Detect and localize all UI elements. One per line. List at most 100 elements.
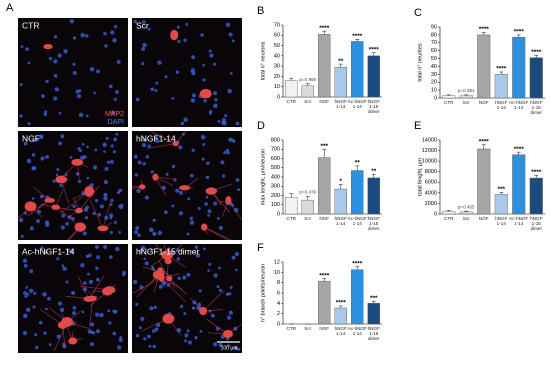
bar bbox=[494, 74, 508, 99]
nucleus bbox=[184, 333, 189, 338]
nucleus bbox=[60, 225, 65, 230]
nucleus bbox=[202, 247, 206, 251]
panel-label: B bbox=[257, 5, 264, 17]
significance: **** bbox=[336, 300, 347, 307]
neurite bbox=[155, 176, 167, 197]
nucleus bbox=[85, 114, 89, 118]
soma bbox=[138, 184, 146, 190]
nucleus bbox=[155, 138, 159, 143]
nucleus bbox=[190, 98, 196, 103]
nucleus bbox=[205, 175, 210, 180]
neurite bbox=[155, 176, 177, 180]
nucleus bbox=[195, 253, 201, 258]
nucleus bbox=[103, 31, 107, 36]
nucleus bbox=[86, 145, 89, 149]
nucleus bbox=[25, 47, 29, 52]
soma bbox=[102, 287, 113, 296]
soma bbox=[24, 201, 37, 212]
nucleus bbox=[44, 110, 48, 114]
nucleus bbox=[26, 292, 30, 296]
nucleus bbox=[61, 264, 65, 268]
nucleus bbox=[55, 173, 59, 177]
soma bbox=[43, 43, 53, 50]
nucleus bbox=[147, 144, 151, 148]
x-tick-label: hNGF 1-14 bbox=[334, 99, 347, 109]
nucleus bbox=[106, 160, 110, 164]
nucleus bbox=[142, 161, 146, 166]
nucleus bbox=[56, 167, 60, 171]
bar bbox=[351, 170, 364, 215]
bar bbox=[477, 34, 491, 99]
neurite bbox=[147, 143, 176, 149]
nucleus bbox=[35, 219, 40, 224]
soma bbox=[170, 29, 179, 41]
nucleus bbox=[80, 263, 85, 268]
nucleus bbox=[26, 158, 32, 164]
bar bbox=[512, 37, 526, 99]
nucleus bbox=[33, 291, 37, 296]
nucleus bbox=[42, 292, 47, 297]
stain-label: DAPI bbox=[108, 119, 124, 126]
nucleus bbox=[27, 122, 31, 126]
nucleus bbox=[171, 204, 175, 208]
nucleus bbox=[57, 53, 62, 58]
nucleus bbox=[205, 195, 209, 199]
nucleus bbox=[43, 249, 48, 255]
nucleus bbox=[183, 117, 188, 122]
nucleus bbox=[113, 97, 117, 101]
nucleus bbox=[96, 277, 100, 282]
significance: **** bbox=[496, 66, 507, 73]
nucleus bbox=[180, 121, 185, 126]
nucleus bbox=[103, 179, 108, 185]
nucleus bbox=[58, 111, 62, 115]
neurite bbox=[60, 191, 90, 214]
nucleus bbox=[213, 201, 218, 206]
nucleus bbox=[53, 59, 58, 64]
y-axis-title: total n° neurites bbox=[417, 43, 423, 82]
nucleus bbox=[78, 149, 82, 153]
nucleus bbox=[142, 42, 147, 48]
nucleus bbox=[43, 112, 48, 117]
soma bbox=[199, 306, 208, 316]
nucleus bbox=[162, 280, 166, 285]
nucleus bbox=[110, 198, 114, 203]
nucleus bbox=[213, 342, 218, 347]
x-tick-label: hNGF 1-15 dimer bbox=[367, 326, 380, 341]
nucleus bbox=[200, 134, 206, 140]
nucleus bbox=[69, 19, 75, 24]
nucleus bbox=[38, 320, 43, 325]
nucleus bbox=[58, 141, 63, 146]
nucleus bbox=[220, 160, 225, 165]
nucleus bbox=[197, 302, 202, 307]
nucleus bbox=[35, 137, 39, 142]
nucleus bbox=[61, 213, 66, 218]
nucleus bbox=[31, 197, 35, 200]
nucleus bbox=[109, 230, 114, 235]
nucleus bbox=[231, 255, 236, 260]
nucleus bbox=[99, 204, 104, 209]
nucleus bbox=[161, 185, 166, 191]
soma bbox=[162, 313, 175, 324]
image-label: CTR bbox=[22, 20, 39, 30]
soma bbox=[75, 207, 83, 214]
nucleus bbox=[82, 155, 87, 160]
nucleus bbox=[175, 70, 180, 74]
nucleus bbox=[177, 39, 181, 44]
x-tick-label: NGF bbox=[319, 216, 330, 221]
x-tick-label: CTR bbox=[286, 99, 296, 104]
nucleus bbox=[90, 322, 95, 327]
nucleus bbox=[72, 71, 77, 75]
y-axis-title: max lenght, µm/neuron bbox=[260, 149, 266, 205]
neurite bbox=[204, 226, 232, 241]
nucleus bbox=[66, 248, 71, 253]
neurite bbox=[89, 298, 94, 327]
nucleus bbox=[95, 266, 99, 271]
nucleus bbox=[192, 93, 196, 98]
nucleus bbox=[138, 326, 142, 330]
nucleus bbox=[112, 150, 116, 154]
nucleus bbox=[154, 327, 159, 332]
x-tick-label: hNGF 1-15 dimer bbox=[367, 99, 380, 114]
nucleus bbox=[94, 198, 99, 203]
x-tick-label: Ac-hNGF 1-14 bbox=[509, 100, 529, 110]
